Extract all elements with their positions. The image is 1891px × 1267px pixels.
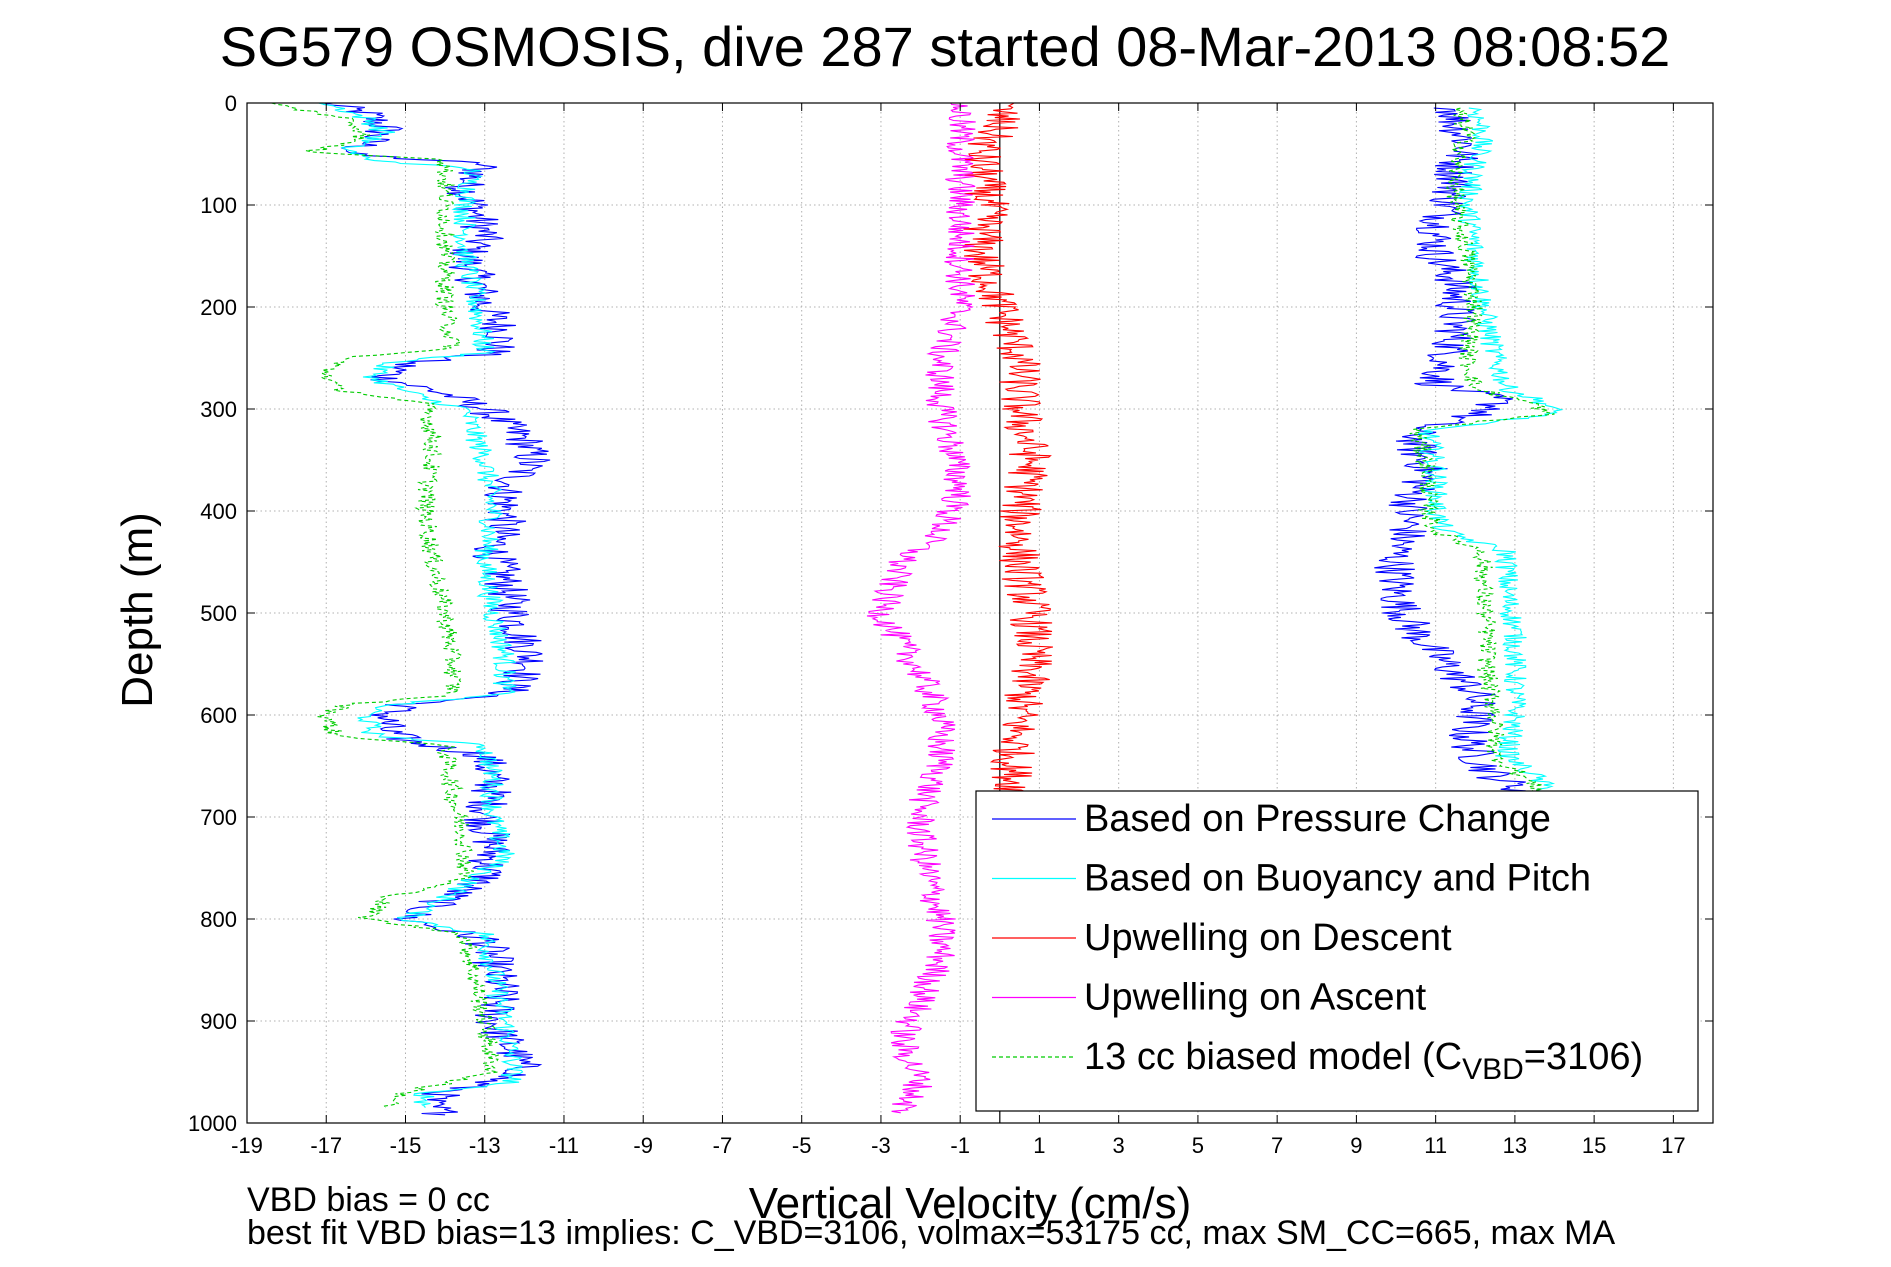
- y-tick-label: 300: [200, 397, 237, 422]
- plot-area: [271, 103, 1564, 1116]
- y-tick-label: 1000: [188, 1111, 237, 1136]
- x-tick-label: -17: [310, 1133, 342, 1158]
- series-line-4-0: [271, 103, 499, 1109]
- x-tick-label: 7: [1271, 1133, 1283, 1158]
- series-0: [323, 103, 1551, 1116]
- x-tick-label: -7: [713, 1133, 733, 1158]
- legend: Based on Pressure Change Based on Buoyanc…: [975, 790, 1699, 1112]
- y-tick-label: 500: [200, 601, 237, 626]
- y-tick-label: 200: [200, 295, 237, 320]
- legend-label-text: Upwelling on Descent: [1084, 917, 1452, 959]
- legend-label-4: 13 cc biased model (CVBD=3106): [1084, 1036, 1643, 1086]
- x-tick-label: 5: [1192, 1133, 1204, 1158]
- y-axis-ticks: 0 100 200 300 400 500 600 700 800 900 1000: [188, 91, 1713, 1136]
- x-tick-label: 3: [1113, 1133, 1125, 1158]
- x-axis-label: Vertical Velocity (cm/s): [749, 1179, 1192, 1228]
- x-tick-label: -15: [390, 1133, 422, 1158]
- legend-label-0: Based on Pressure Change: [1084, 798, 1551, 840]
- y-tick-label: 600: [200, 703, 237, 728]
- series-line-0-1: [1374, 107, 1551, 798]
- x-tick-label: 17: [1661, 1133, 1685, 1158]
- y-tick-label: 700: [200, 805, 237, 830]
- series-line-3-0: [866, 103, 976, 1114]
- series-3: [866, 103, 976, 1114]
- series-line-0-0: [323, 103, 551, 1116]
- y-tick-label: 400: [200, 499, 237, 524]
- legend-label-1: Based on Buoyancy and Pitch: [1084, 858, 1591, 900]
- x-tick-label: 9: [1350, 1133, 1362, 1158]
- x-tick-label: -19: [231, 1133, 263, 1158]
- x-tick-label: 1: [1033, 1133, 1045, 1158]
- x-axis-ticks: -19 -17 -15 -13 -11 -9 -7 -5 -3 -1 1 3 5 7 9 11 13 15 17: [231, 103, 1686, 1158]
- x-tick-label: -3: [871, 1133, 891, 1158]
- chart-title: SG579 OSMOSIS, dive 287 started 08-Mar-2…: [220, 15, 1671, 78]
- legend-label-text: Based on Pressure Change: [1084, 798, 1551, 840]
- legend-label-text: Based on Buoyancy and Pitch: [1084, 858, 1591, 900]
- series-4: [271, 103, 1555, 1109]
- legend-label-3: Upwelling on Ascent: [1084, 977, 1427, 1019]
- x-tick-label: -13: [469, 1133, 501, 1158]
- x-tick-label: -11: [549, 1133, 579, 1158]
- y-tick-label: 900: [200, 1009, 237, 1034]
- legend-box: [975, 790, 1699, 1112]
- best-fit-note: best fit VBD bias=13 implies: C_VBD=3106…: [247, 1214, 1616, 1252]
- x-tick-label: 11: [1424, 1133, 1447, 1158]
- series-line-1-0: [318, 103, 524, 1108]
- legend-label-text: 13 cc biased model (C: [1084, 1036, 1462, 1078]
- legend-label-2: Upwelling on Descent: [1084, 917, 1452, 959]
- vbd-bias-note: VBD bias = 0 cc: [247, 1181, 490, 1219]
- y-tick-label: 800: [200, 907, 237, 932]
- x-tick-label: -1: [950, 1133, 970, 1158]
- x-tick-label: -9: [633, 1133, 653, 1158]
- legend-label-subscript: VBD: [1462, 1053, 1524, 1086]
- y-tick-label: 100: [200, 193, 237, 218]
- y-tick-label: 0: [225, 91, 237, 116]
- x-tick-label: 15: [1582, 1133, 1606, 1158]
- y-axis-label: Depth (m): [113, 512, 162, 708]
- legend-label-tail: =3106): [1524, 1036, 1643, 1078]
- series-layer: [271, 103, 1564, 1116]
- series-line-4-1: [1409, 107, 1555, 798]
- x-tick-label: -5: [792, 1133, 812, 1158]
- x-tick-label: 13: [1503, 1133, 1527, 1158]
- legend-label-text: Upwelling on Ascent: [1084, 977, 1427, 1019]
